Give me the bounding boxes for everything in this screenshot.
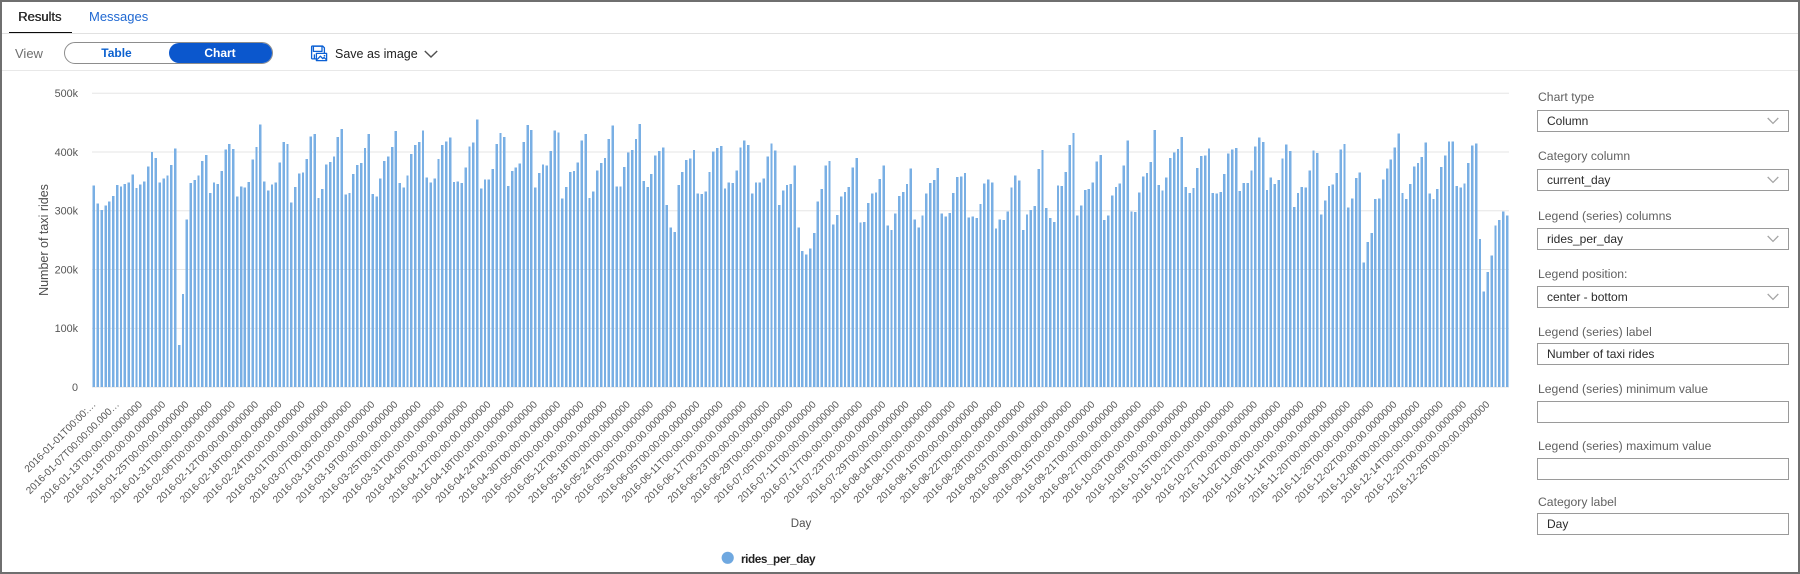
svg-text:Day: Day: [791, 518, 812, 530]
svg-text:100k: 100k: [55, 323, 79, 335]
svg-text:500k: 500k: [55, 88, 79, 100]
svg-text:Number of taxi rides: Number of taxi rides: [37, 184, 51, 296]
svg-text:rides_per_day: rides_per_day: [741, 552, 816, 566]
svg-text:400k: 400k: [55, 147, 79, 159]
svg-text:300k: 300k: [55, 206, 79, 218]
svg-text:0: 0: [72, 382, 78, 394]
svg-text:200k: 200k: [55, 264, 79, 276]
